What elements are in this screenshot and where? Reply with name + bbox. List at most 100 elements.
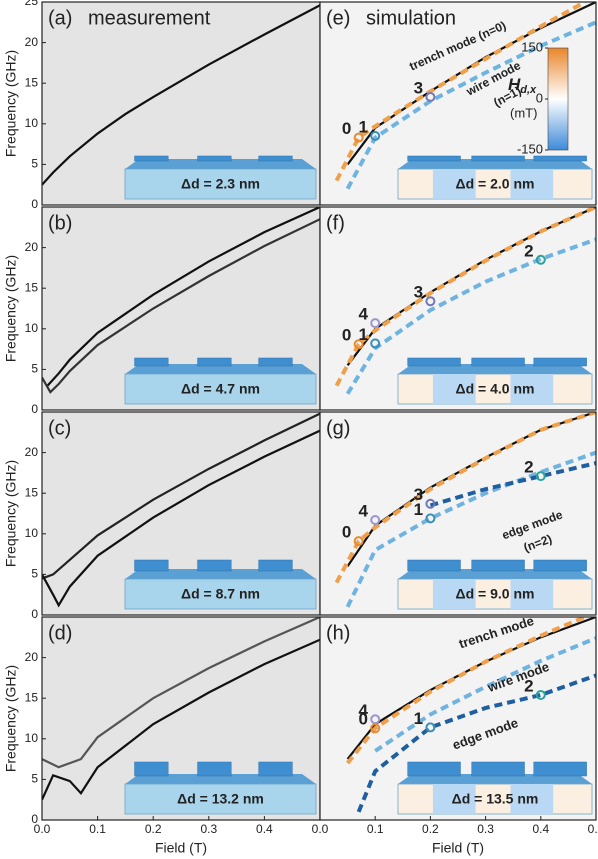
inset-front — [124, 373, 317, 405]
mode-marker — [535, 689, 546, 700]
x-tick-label: 0.1 — [367, 822, 384, 836]
mode-marker — [535, 254, 546, 265]
inset-wire — [471, 155, 525, 162]
y-tick-label: 20 — [25, 650, 39, 664]
inset-top — [125, 774, 316, 784]
inset-wire — [533, 155, 587, 162]
y-tick-label: 15 — [25, 75, 39, 89]
y-tick-label: 0 — [31, 812, 38, 826]
marker-label: 2 — [524, 676, 533, 695]
y-tick-label: 15 — [25, 485, 39, 499]
panel-label: (c) — [48, 417, 71, 439]
panel-label: (d) — [48, 622, 72, 644]
plot-frame — [319, 1, 597, 206]
mode-marker — [370, 514, 381, 525]
resonance-line — [42, 617, 320, 769]
mode-line — [334, 2, 586, 182]
y-tick-label: 15 — [25, 690, 39, 704]
plot-area: Δd = 2.3 nm (a) — [42, 4, 320, 200]
y-tick-label: 0 — [31, 197, 38, 211]
inset-field — [432, 374, 476, 404]
inset-label: Δd = 13.2 nm — [177, 791, 264, 807]
marker-label: 0 — [342, 523, 351, 542]
inset-top — [125, 364, 316, 374]
inset-label: Δd = 2.0 nm — [456, 176, 535, 192]
marker-label: 1 — [358, 117, 367, 136]
colorbar-symbol: Hd,x — [508, 75, 537, 95]
y-tick-label: 20 — [25, 445, 39, 459]
y-axis-label: Frequency (GHz) — [3, 460, 19, 567]
inset-front — [124, 783, 317, 815]
inset-wire — [258, 155, 293, 162]
mode-marker — [425, 296, 436, 307]
inset-wire — [471, 357, 525, 367]
mode-line — [345, 450, 596, 608]
colorbar-tick-label: -150 — [517, 141, 543, 156]
inset-wire — [197, 559, 232, 572]
inset-front — [124, 168, 317, 200]
plot-area: Δd = 13.2 nm (d) — [42, 617, 320, 815]
marker-label: 0 — [358, 710, 367, 729]
mode-marker — [535, 471, 546, 482]
mode-line — [334, 207, 596, 387]
inset-wire — [533, 357, 587, 367]
x-tick-label: 0.4 — [532, 822, 549, 836]
inset-top — [398, 159, 592, 169]
marker-label: 4 — [358, 701, 368, 720]
y-tick-label: 10 — [25, 321, 39, 335]
x-axis-label: Field (T) — [432, 840, 484, 856]
inset-front — [397, 783, 593, 815]
mode-marker — [425, 92, 436, 103]
mode-line — [356, 673, 596, 813]
marker-label: 2 — [524, 458, 533, 477]
mode-marker — [353, 132, 364, 143]
plot-frame — [319, 616, 597, 821]
inset-front — [397, 168, 593, 200]
inset-field — [510, 579, 554, 609]
inset-label: Δd = 2.3 nm — [181, 176, 260, 192]
y-tick-label: 15 — [25, 280, 39, 294]
inset-field — [510, 374, 554, 404]
y-tick-label: 5 — [31, 362, 38, 376]
plot-area: Δd = 4.0 nm 40 1 3 2 (f) — [326, 207, 596, 405]
y-tick-label: 20 — [25, 240, 39, 254]
y-axis-label: Frequency (GHz) — [3, 665, 19, 772]
resonance-line — [42, 412, 320, 580]
resonance-line — [42, 429, 320, 608]
inset-wire — [407, 357, 461, 367]
inset-wire — [407, 155, 461, 162]
marker-label: 4 — [358, 305, 368, 324]
plot-frame — [319, 411, 597, 616]
inset-top — [398, 364, 592, 374]
mode-marker — [353, 339, 364, 350]
resonance-line — [42, 638, 320, 801]
x-tick-label: 0.5 — [588, 822, 598, 836]
inset-field — [510, 169, 554, 199]
colorbar-tick-label: 0 — [536, 90, 543, 105]
inset-wire — [258, 761, 293, 777]
resonance-line — [46, 207, 320, 387]
inset-label: Δd = 9.0 nm — [456, 586, 535, 602]
y-tick-label: 0 — [31, 402, 38, 416]
marker-label: 0 — [342, 326, 351, 345]
inset-wire — [533, 761, 587, 777]
x-tick-label: 0.0 — [34, 822, 51, 836]
x-tick-label: 0.4 — [256, 822, 273, 836]
inset-label: Δd = 13.5 nm — [452, 791, 539, 807]
colorbar — [547, 47, 569, 151]
marker-label: 2 — [524, 241, 533, 260]
y-tick-label: 0 — [31, 607, 38, 621]
inset-wire — [134, 761, 169, 777]
x-tick-label: 0.2 — [422, 822, 439, 836]
x-tick-label: 0.1 — [89, 822, 106, 836]
marker-label: 3 — [414, 78, 423, 97]
inset-top — [125, 569, 316, 579]
inset-front — [397, 578, 593, 610]
mode-marker — [370, 318, 381, 329]
panel-title: measurement — [88, 7, 211, 29]
panel-label: (h) — [326, 622, 350, 644]
mode-marker — [353, 536, 364, 547]
inset-label: Δd = 4.7 nm — [181, 381, 260, 397]
mode-marker — [370, 338, 381, 349]
